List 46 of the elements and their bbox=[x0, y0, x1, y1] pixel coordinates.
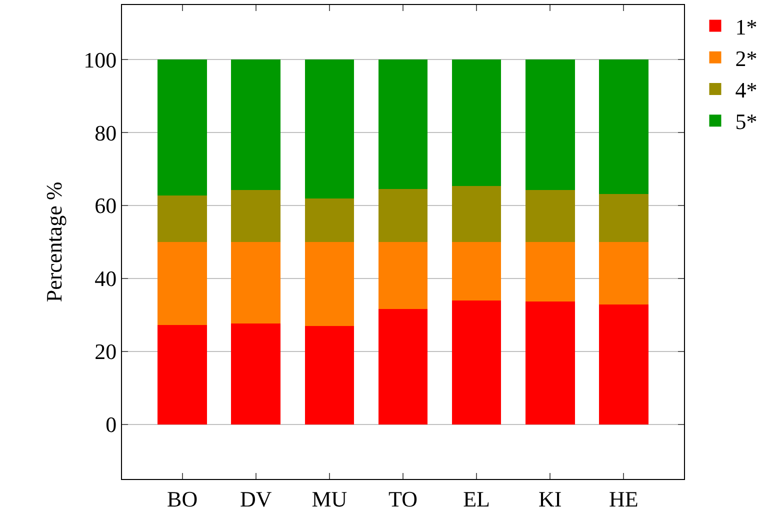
bar bbox=[378, 242, 428, 310]
bar bbox=[304, 60, 354, 199]
x-tick-label: EL bbox=[463, 486, 490, 512]
bar bbox=[599, 304, 648, 424]
bar bbox=[378, 188, 428, 242]
bar bbox=[525, 301, 575, 424]
y-tick-label: 60 bbox=[94, 193, 117, 218]
bar bbox=[452, 242, 502, 300]
bar bbox=[231, 242, 281, 324]
x-tick-label: TO bbox=[388, 486, 418, 512]
y-tick-label: 80 bbox=[94, 120, 117, 146]
bar bbox=[452, 186, 502, 242]
y-tick-label: 0 bbox=[106, 412, 117, 438]
y-tick-label: 40 bbox=[94, 266, 117, 292]
bar bbox=[599, 194, 648, 242]
bar bbox=[158, 242, 207, 326]
bar bbox=[304, 326, 354, 424]
bar bbox=[231, 60, 281, 190]
bar bbox=[231, 323, 281, 424]
bar bbox=[525, 242, 575, 302]
x-tick-label: HE bbox=[609, 486, 638, 512]
bar bbox=[452, 300, 502, 424]
x-tick-label: KI bbox=[538, 486, 562, 512]
x-tick-label: DV bbox=[240, 486, 272, 512]
bar bbox=[158, 325, 207, 424]
y-tick-label: 20 bbox=[94, 339, 117, 364]
bar bbox=[378, 309, 428, 424]
bar bbox=[599, 60, 648, 194]
y-tick-label: 100 bbox=[84, 47, 117, 72]
bar bbox=[525, 60, 575, 190]
x-tick-label: MU bbox=[312, 486, 348, 512]
bar bbox=[158, 60, 207, 196]
bar bbox=[452, 60, 502, 186]
bar bbox=[378, 60, 428, 189]
legend-label: 4* bbox=[735, 78, 758, 103]
y-axis-title: Percentage % bbox=[41, 182, 66, 302]
legend-label: 5* bbox=[735, 109, 758, 134]
bar bbox=[304, 242, 354, 326]
legend-label: 2* bbox=[735, 46, 758, 71]
bar bbox=[525, 190, 575, 242]
bar bbox=[231, 190, 281, 242]
x-tick-label: BO bbox=[167, 486, 198, 512]
bar bbox=[158, 196, 207, 242]
bar bbox=[304, 198, 354, 242]
bar bbox=[599, 242, 648, 305]
legend-label: 1* bbox=[735, 14, 758, 40]
